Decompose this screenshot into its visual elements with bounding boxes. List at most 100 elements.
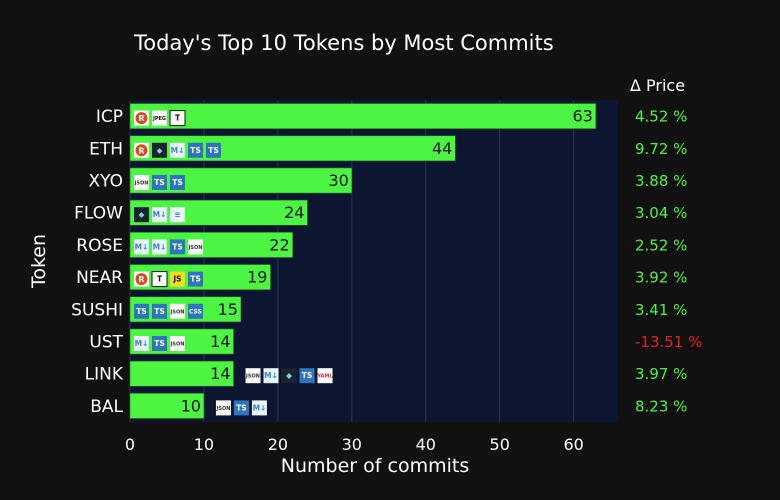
typescript-icon: TS	[188, 271, 203, 287]
y-tick-label: ICP	[96, 107, 123, 127]
bar-value-label: 15	[218, 300, 238, 319]
typescript-icon: TS	[206, 142, 221, 158]
icon-glyph: TS	[236, 403, 247, 412]
y-tick-label: ROSE	[76, 236, 123, 256]
icon-glyph: ≡	[174, 210, 180, 219]
icon-glyph: JSON	[170, 309, 185, 315]
jpeg-icon: JPEG	[152, 110, 167, 126]
bar-value-label: 19	[247, 268, 267, 287]
icon-glyph: TS	[302, 371, 313, 380]
y-tick-label: NEAR	[76, 268, 123, 288]
icon-glyph: R	[138, 146, 144, 155]
icon-glyph: TS	[154, 339, 165, 348]
y-tick-labels: ICP ETH XYO FLOW ROSE NEAR SUSHI UST LINK BAL	[71, 107, 124, 417]
icon-glyph: JSON	[245, 374, 260, 380]
markdown-icon: M↓	[134, 336, 149, 351]
icon-background	[134, 239, 149, 255]
icon-background	[188, 142, 203, 158]
icon-background	[245, 368, 261, 384]
price-change: 3.97 %	[635, 365, 687, 383]
icon-background	[152, 336, 167, 351]
bar-value-label: 14	[210, 364, 230, 383]
price-change: 3.92 %	[635, 269, 687, 287]
icon-glyph: M↓	[135, 339, 149, 348]
icon-circle	[135, 112, 148, 125]
icon-glyph: JS	[172, 275, 181, 284]
icon-background	[169, 110, 186, 127]
markdown-icon: M↓	[134, 239, 149, 255]
typescript-icon: TS	[299, 368, 315, 384]
icon-background	[151, 271, 168, 288]
icon-glyph: TS	[172, 242, 183, 251]
price-change: 2.52 %	[635, 236, 687, 254]
price-change: -13.51 %	[635, 333, 702, 351]
bar-value-label: 22	[269, 235, 289, 254]
x-tick-label: 10	[194, 435, 214, 454]
rust-icon: R	[134, 110, 149, 126]
typescript-icon: TS	[152, 336, 167, 351]
icon-glyph: M↓	[253, 403, 267, 412]
rust-icon: R	[134, 271, 149, 287]
y-tick-label: ETH	[89, 139, 123, 159]
icon-background	[134, 303, 149, 319]
x-tick-label: 20	[268, 435, 288, 454]
icon-background	[152, 207, 167, 223]
icon-background	[188, 271, 203, 287]
robot-icon: ◆	[152, 142, 167, 158]
y-tick-label: UST	[89, 333, 123, 353]
icon-background	[170, 207, 185, 223]
icon-glyph: JSON	[170, 342, 185, 348]
markdown-icon: M↓	[251, 400, 267, 416]
robot-icon: ◆	[281, 368, 297, 384]
icon-background	[152, 110, 167, 126]
icon-glyph: JSON	[188, 245, 203, 251]
icon-background	[134, 207, 149, 223]
rust-icon: R	[134, 142, 149, 158]
icon-background	[299, 368, 315, 384]
price-header: Δ Price	[630, 76, 685, 95]
price-change: 3.04 %	[635, 204, 687, 222]
json-icon: JSON	[170, 303, 185, 319]
icon-glyph: ◆	[286, 371, 292, 380]
x-tick-label: 0	[125, 435, 135, 454]
javascript-icon: JS	[170, 271, 185, 287]
typescript-icon: TS	[170, 175, 185, 190]
bar-value-label: 44	[432, 139, 452, 158]
json-icon: JSON	[215, 400, 231, 416]
markdown-icon: M↓	[152, 239, 167, 255]
icon-background	[215, 400, 231, 416]
icon-glyph: TS	[154, 178, 165, 187]
y-tick-label: BAL	[90, 397, 123, 417]
icon-glyph: TS	[190, 146, 201, 155]
icon-glyph: YAML	[316, 374, 333, 380]
typescript-icon: TS	[134, 303, 149, 319]
text-icon: T	[169, 110, 186, 127]
chart-title: Today's Top 10 Tokens by Most Commits	[133, 31, 554, 55]
icon-background	[134, 175, 149, 190]
y-tick-label: FLOW	[74, 204, 123, 224]
icon-glyph: M↓	[171, 146, 185, 155]
icon-glyph: TS	[208, 146, 219, 155]
json-icon: JSON	[188, 239, 203, 255]
x-tick-label: 60	[563, 435, 583, 454]
icon-background	[170, 175, 185, 190]
x-tick-label: 40	[416, 435, 436, 454]
icon-glyph: R	[138, 275, 144, 284]
icon-glyph: JPEG	[152, 116, 166, 122]
icon-glyph: M↓	[153, 242, 167, 251]
y-axis-label: Token	[28, 234, 50, 289]
icon-glyph: M↓	[153, 210, 167, 219]
icon-background	[170, 239, 185, 255]
css-icon: CSS	[188, 303, 203, 319]
language-icons: R JPEG T R ◆ M↓ TS TS JSON TS TS ◆ M↓ ≡ M↓ M↓ TS JSON R T JS…	[134, 110, 333, 416]
icon-glyph: ◆	[157, 146, 163, 155]
icon-glyph: JSON	[134, 181, 149, 187]
json-icon: JSON	[245, 368, 261, 384]
markdown-icon: M↓	[152, 207, 167, 223]
icon-glyph: T	[175, 114, 181, 123]
text-icon: T	[151, 271, 168, 288]
icon-background	[188, 303, 203, 319]
bar-value-label: 24	[284, 203, 304, 222]
x-tick-label: 50	[490, 435, 510, 454]
